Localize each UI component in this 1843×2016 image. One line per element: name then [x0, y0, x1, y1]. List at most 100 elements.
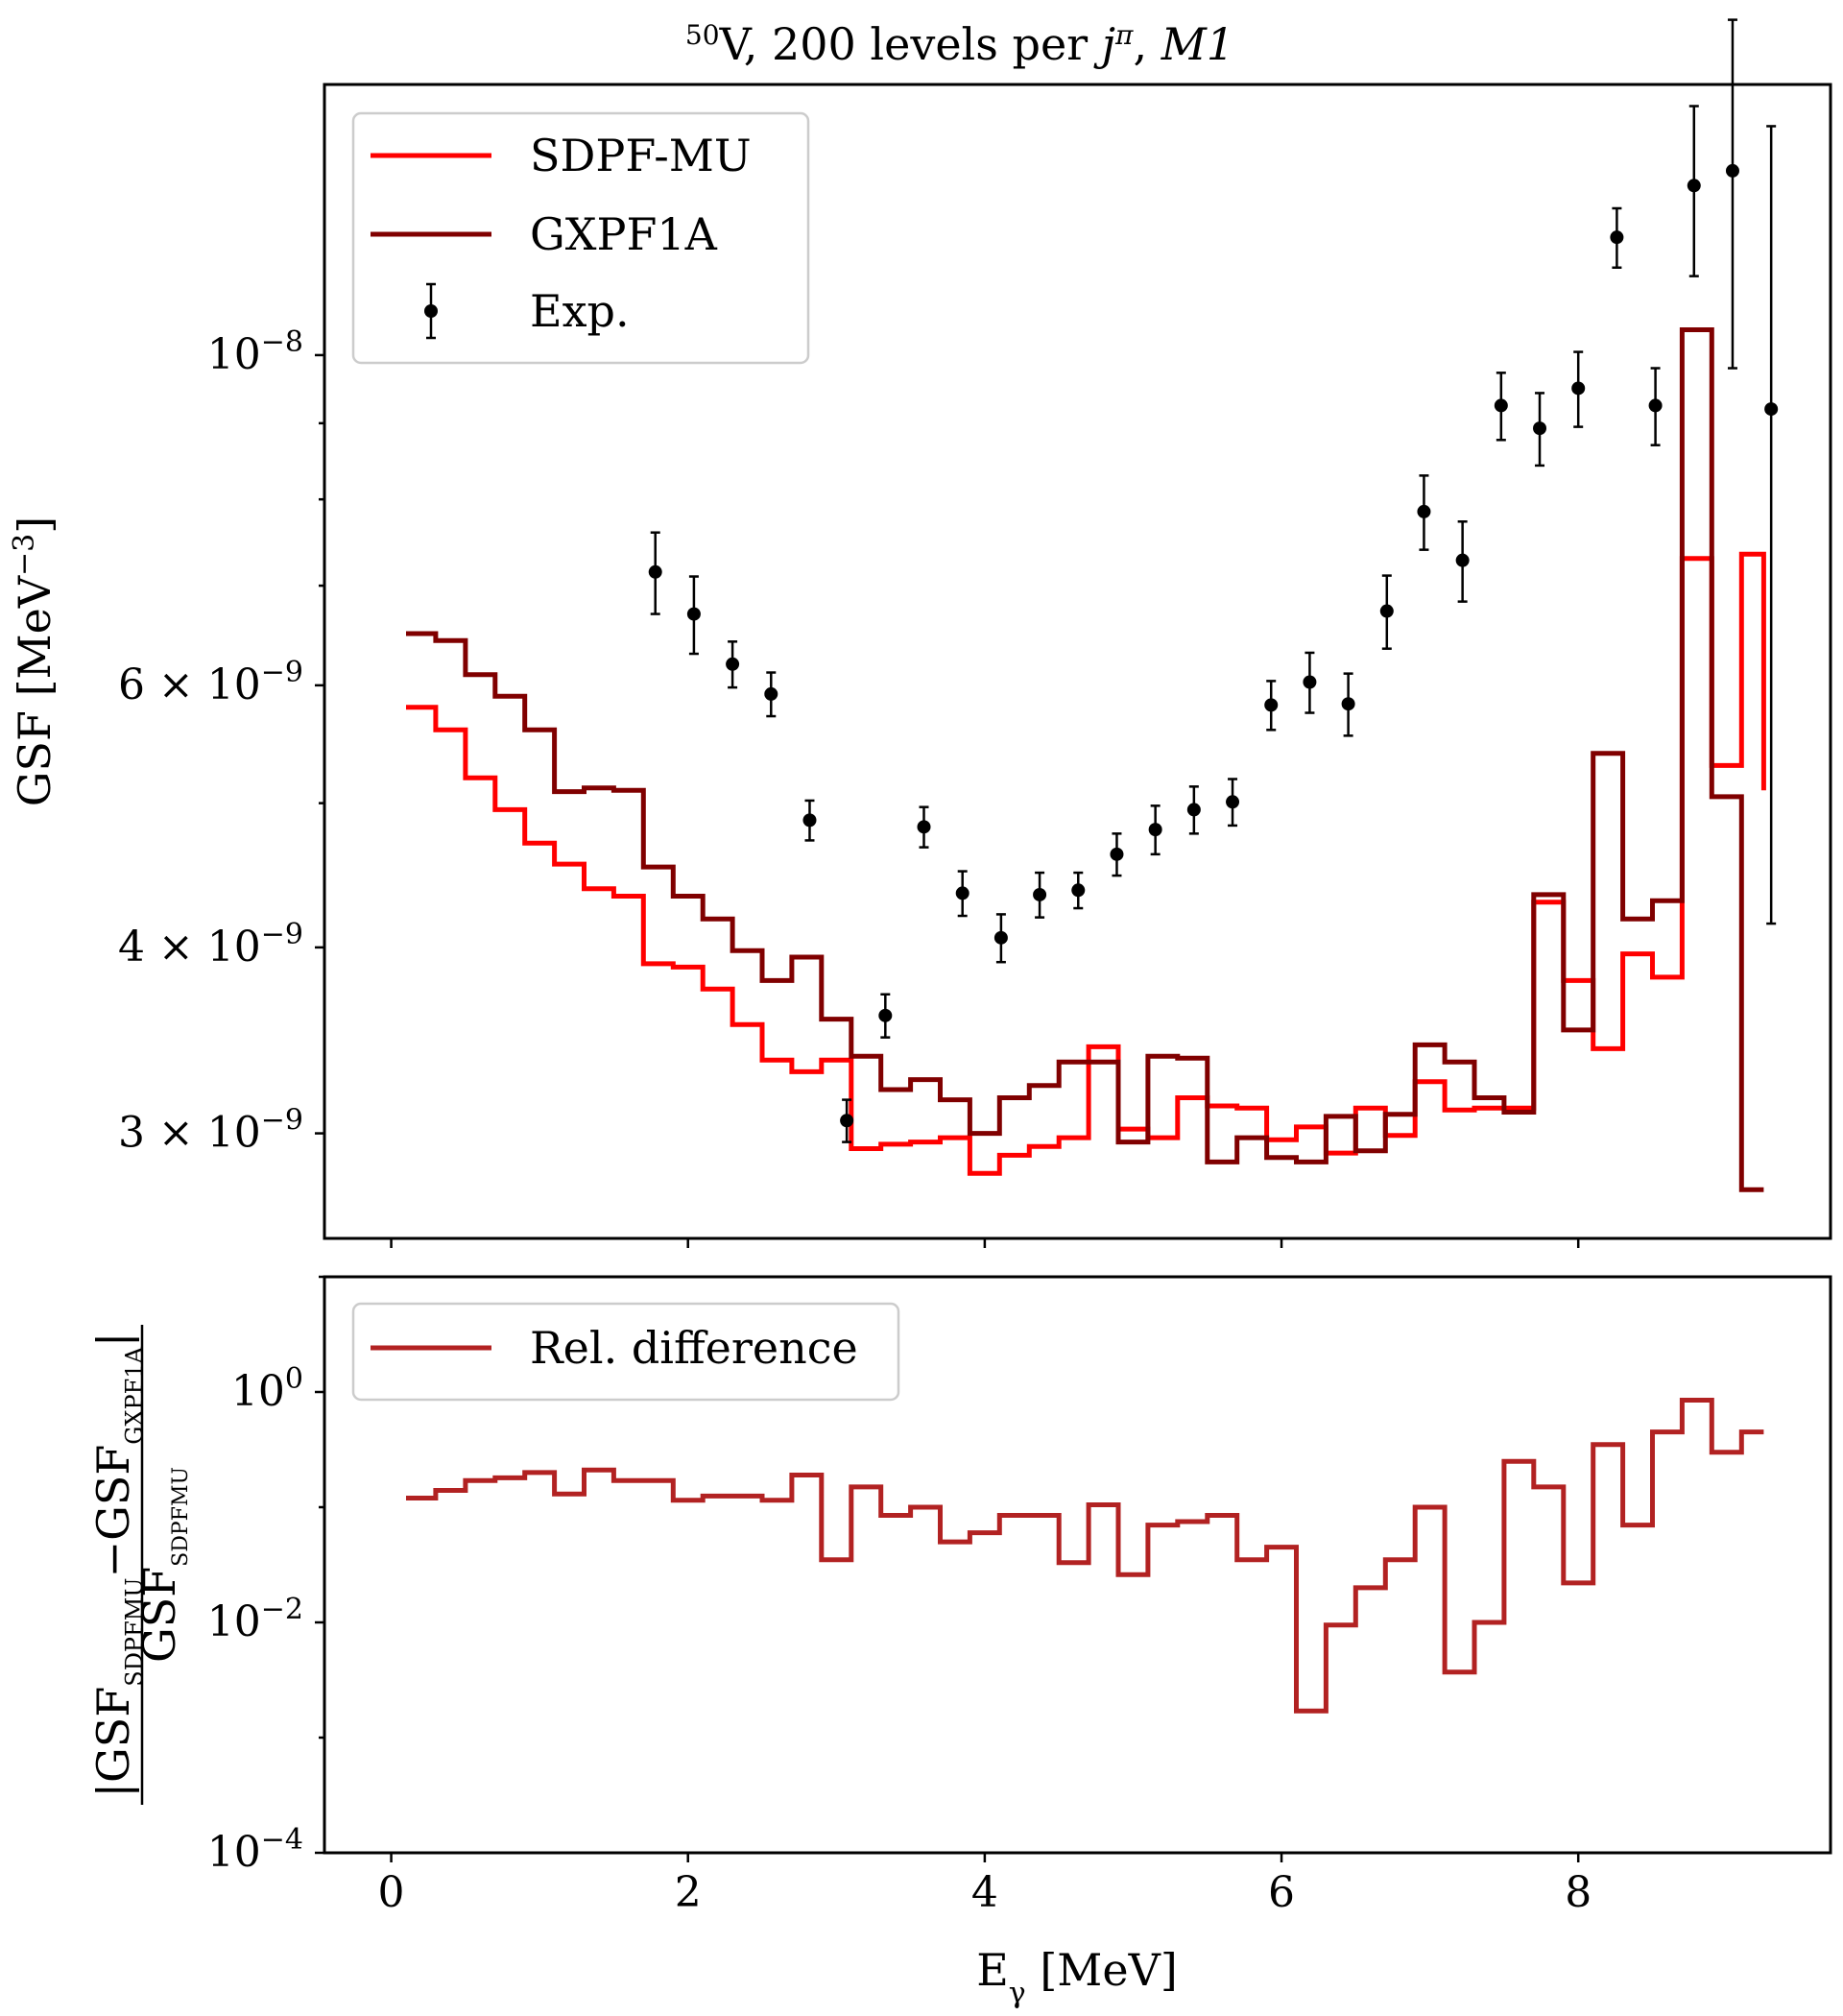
numerator-minus: −	[87, 1541, 139, 1578]
exp-marker	[1033, 887, 1047, 901]
exp-data-point	[1303, 651, 1317, 714]
exp-data-point	[1417, 474, 1431, 551]
exp-marker	[1071, 883, 1086, 898]
exp-marker	[1264, 698, 1279, 712]
rel-diff-y-tick-label: 10−4	[207, 1823, 303, 1877]
title-text: V, 200 levels per	[719, 18, 1102, 70]
exp-marker	[1417, 504, 1431, 518]
exp-data-point	[840, 1098, 854, 1143]
legend-label-exp: Exp.	[530, 285, 630, 337]
exp-marker	[1303, 675, 1317, 689]
exp-data-point	[648, 531, 662, 615]
gsf-y-label-exponent: −3	[8, 534, 41, 576]
exp-data-point	[955, 870, 969, 918]
gsf-panel: 3 × 10−9 4 × 10−9 6 × 10−9 10−8 GSF [MeV−3]…	[8, 18, 1832, 1248]
chart-title: 50V, 200 levels per jπ, M1	[685, 18, 1234, 70]
exp-marker	[1455, 553, 1470, 567]
exp-marker	[686, 607, 701, 621]
denominator-sub: SDPFMU	[169, 1467, 193, 1567]
exp-data-point	[917, 805, 931, 849]
exp-marker	[955, 886, 969, 900]
rel-diff-x-ticks: 0 2 4 6 8	[378, 1853, 1592, 1917]
exp-marker	[1533, 421, 1547, 436]
rel-diff-y-axis-label: |GSFSDPFMU−GSFGXPF1A| GSFSDPFMU	[87, 1325, 193, 1805]
exp-marker	[1571, 381, 1586, 396]
exp-data-point	[1533, 392, 1547, 468]
exp-data-point	[1725, 18, 1739, 370]
gsf-plot-area	[406, 18, 1779, 1192]
exp-marker	[1148, 823, 1162, 837]
rel-diff-y-numerator: |GSFSDPFMU−GSFGXPF1A|	[87, 1332, 148, 1798]
exp-data-point	[1648, 367, 1663, 446]
gsf-y-ticks: 3 × 10−9 4 × 10−9 6 × 10−9 10−8	[118, 325, 324, 1158]
title-pi: π	[1114, 19, 1134, 51]
numerator-sub-2: GXPF1A	[121, 1346, 148, 1444]
gsf-y-tick-label: 3 × 10−9	[118, 1104, 303, 1158]
rel-diff-y-tick-label: 100	[231, 1362, 303, 1416]
exp-marker	[764, 686, 778, 701]
x-tick-label: 6	[1268, 1868, 1295, 1917]
gsf-y-tick-label: 6 × 10−9	[118, 656, 303, 709]
gsf-legend-box	[351, 111, 810, 365]
exp-data-point	[1455, 520, 1470, 603]
exp-marker	[878, 1008, 893, 1022]
legend-label-gxpf1a: GXPF1A	[530, 208, 718, 260]
exp-data-point	[1341, 672, 1355, 737]
rel-diff-legend-box	[351, 1302, 900, 1402]
exp-data-point	[1226, 778, 1240, 828]
exp-marker	[1186, 803, 1201, 817]
legend-swatch-exp-marker	[424, 304, 438, 318]
exp-data-point	[1186, 785, 1201, 835]
exp-marker	[802, 813, 817, 828]
gsf-legend: SDPF-MU GXPF1A Exp.	[351, 111, 810, 365]
exp-data-point	[1033, 871, 1047, 919]
gsf-x-ticks	[390, 1238, 1580, 1248]
gsf-y-label-main: GSF [MeV	[9, 575, 60, 806]
x-tick-label: 4	[971, 1868, 998, 1917]
rel-diff-y-ticks: 100 10−2 10−4	[207, 1275, 324, 1877]
exp-marker	[1494, 398, 1508, 413]
x-axis-label: Eγ [MeV]	[976, 1944, 1178, 2010]
exp-data-point	[1494, 372, 1508, 442]
gsf-y-label-close: ]	[9, 516, 60, 534]
series-line-gxpf1a	[406, 327, 1764, 1192]
exp-data-point	[802, 799, 817, 842]
exp-marker	[993, 930, 1008, 945]
x-tick-label: 8	[1565, 1868, 1592, 1917]
exp-marker	[1341, 697, 1355, 711]
exp-data-point	[1610, 206, 1624, 270]
exp-marker	[1764, 402, 1779, 417]
numerator-abs-close: |	[87, 1332, 139, 1348]
exp-marker	[1226, 795, 1240, 809]
rel-diff-y-tick-label: 10−2	[207, 1593, 303, 1646]
legend-label-sdpf-mu: SDPF-MU	[530, 130, 752, 181]
x-tick-label: 2	[675, 1868, 702, 1917]
exp-marker	[1648, 398, 1663, 413]
rel-diff-axes-frame	[323, 1275, 1832, 1855]
exp-data-point	[764, 671, 778, 718]
exp-marker	[1687, 179, 1701, 193]
rel-diff-plot-area	[406, 1398, 1764, 1714]
exp-data-point	[686, 575, 701, 656]
numerator-gsf-2: GSF	[87, 1445, 139, 1541]
title-multipolarity: M1	[1161, 18, 1234, 70]
gsf-y-tick-label: 4 × 10−9	[118, 918, 303, 972]
title-sep: ,	[1133, 18, 1161, 70]
exp-marker	[648, 564, 662, 579]
exp-data-point	[993, 913, 1008, 964]
rel-diff-y-denominator: GSFSDPFMU	[133, 1467, 193, 1663]
exp-data-point	[1110, 832, 1124, 877]
gsf-y-tick-label: 10−8	[207, 325, 303, 379]
exp-data-point	[1764, 125, 1779, 925]
gsf-axes-frame	[323, 83, 1832, 1240]
legend-label-rel-difference: Rel. difference	[530, 1322, 858, 1374]
exp-data-point	[1071, 871, 1086, 910]
series-line-rel-difference	[406, 1398, 1764, 1714]
gsf-y-axis-label: GSF [MeV−3]	[8, 516, 61, 806]
x-label-subscript: γ	[1009, 1977, 1026, 2010]
exp-marker	[840, 1114, 854, 1128]
exp-data-point	[1687, 105, 1701, 277]
exp-data-point	[1571, 350, 1586, 428]
